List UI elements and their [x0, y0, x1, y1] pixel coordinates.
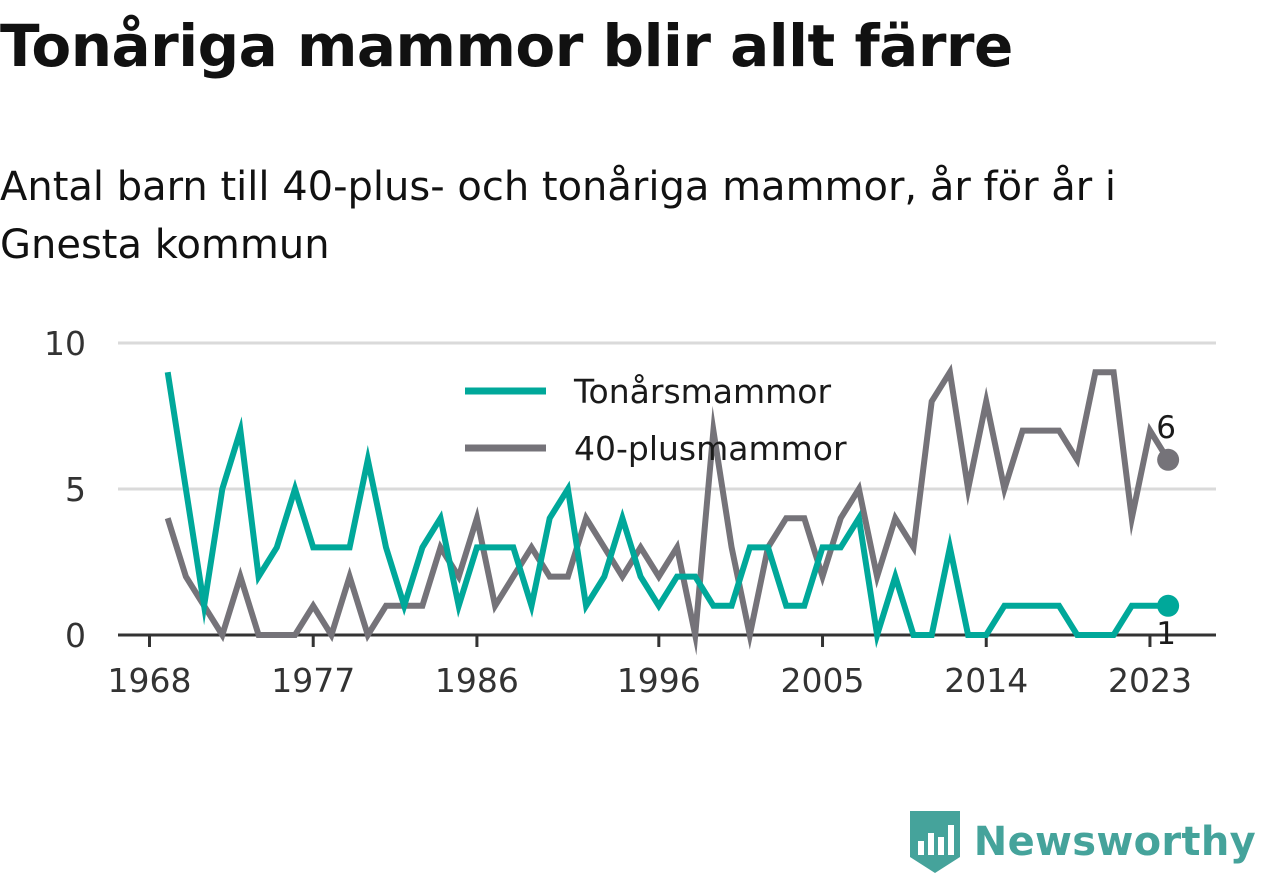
legend: Tonårsmammor 40-plusmammor — [465, 372, 847, 468]
x-tick-label: 1968 — [108, 661, 192, 700]
y-tick-label: 0 — [65, 616, 86, 655]
x-tick-label: 2014 — [944, 661, 1028, 700]
x-tick-label: 1996 — [617, 661, 701, 700]
brand-name: Newsworthy — [973, 819, 1256, 865]
chart-title: Tonåriga mammor blir allt färre — [0, 12, 1013, 80]
x-tick-label: 2023 — [1108, 661, 1192, 700]
end-value-label: 6 — [1156, 410, 1176, 446]
series-line-tonårsmammor — [164, 371, 1169, 649]
y-tick-label: 5 — [65, 470, 86, 509]
end-point-tonårsmammor — [1157, 594, 1180, 617]
x-tick-label: 1977 — [271, 661, 355, 700]
chart-subtitle: Antal barn till 40-plus- och tonåriga ma… — [0, 164, 1117, 268]
bar-chart-logo-icon — [909, 811, 960, 873]
gridlines — [118, 341, 1216, 491]
legend-label: Tonårsmammor — [573, 372, 831, 411]
end-value-label: 1 — [1156, 616, 1176, 652]
end-point-40-plusmammor — [1157, 448, 1180, 471]
x-tick-label: 1986 — [435, 661, 519, 700]
axes: 0 5 10 1968 1977 1986 1996 2005 2014 2023 — [44, 324, 1216, 700]
series-lines — [164, 363, 1171, 656]
legend-label: 40-plusmammor — [574, 429, 847, 468]
newsworthy-logo: Newsworthy — [909, 811, 1256, 873]
y-tick-label: 10 — [44, 324, 86, 363]
x-tick-label: 2005 — [781, 661, 865, 700]
end-labels: 16 — [1156, 410, 1180, 652]
series-line-40-plusmammor — [164, 363, 1171, 656]
